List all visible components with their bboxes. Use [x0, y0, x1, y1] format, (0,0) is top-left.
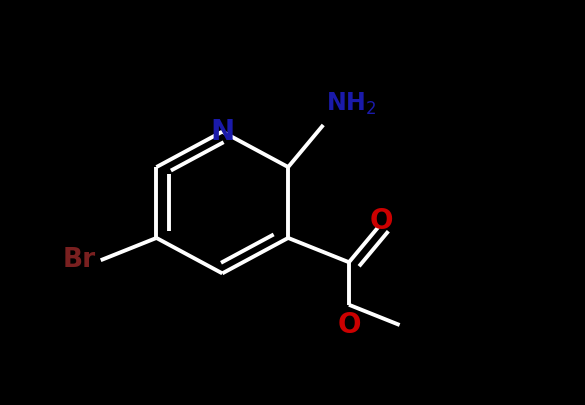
Text: Br: Br [63, 247, 96, 273]
Text: N: N [210, 117, 235, 146]
Text: O: O [369, 207, 393, 235]
Text: O: O [337, 311, 361, 339]
Text: NH$_2$: NH$_2$ [326, 91, 376, 117]
